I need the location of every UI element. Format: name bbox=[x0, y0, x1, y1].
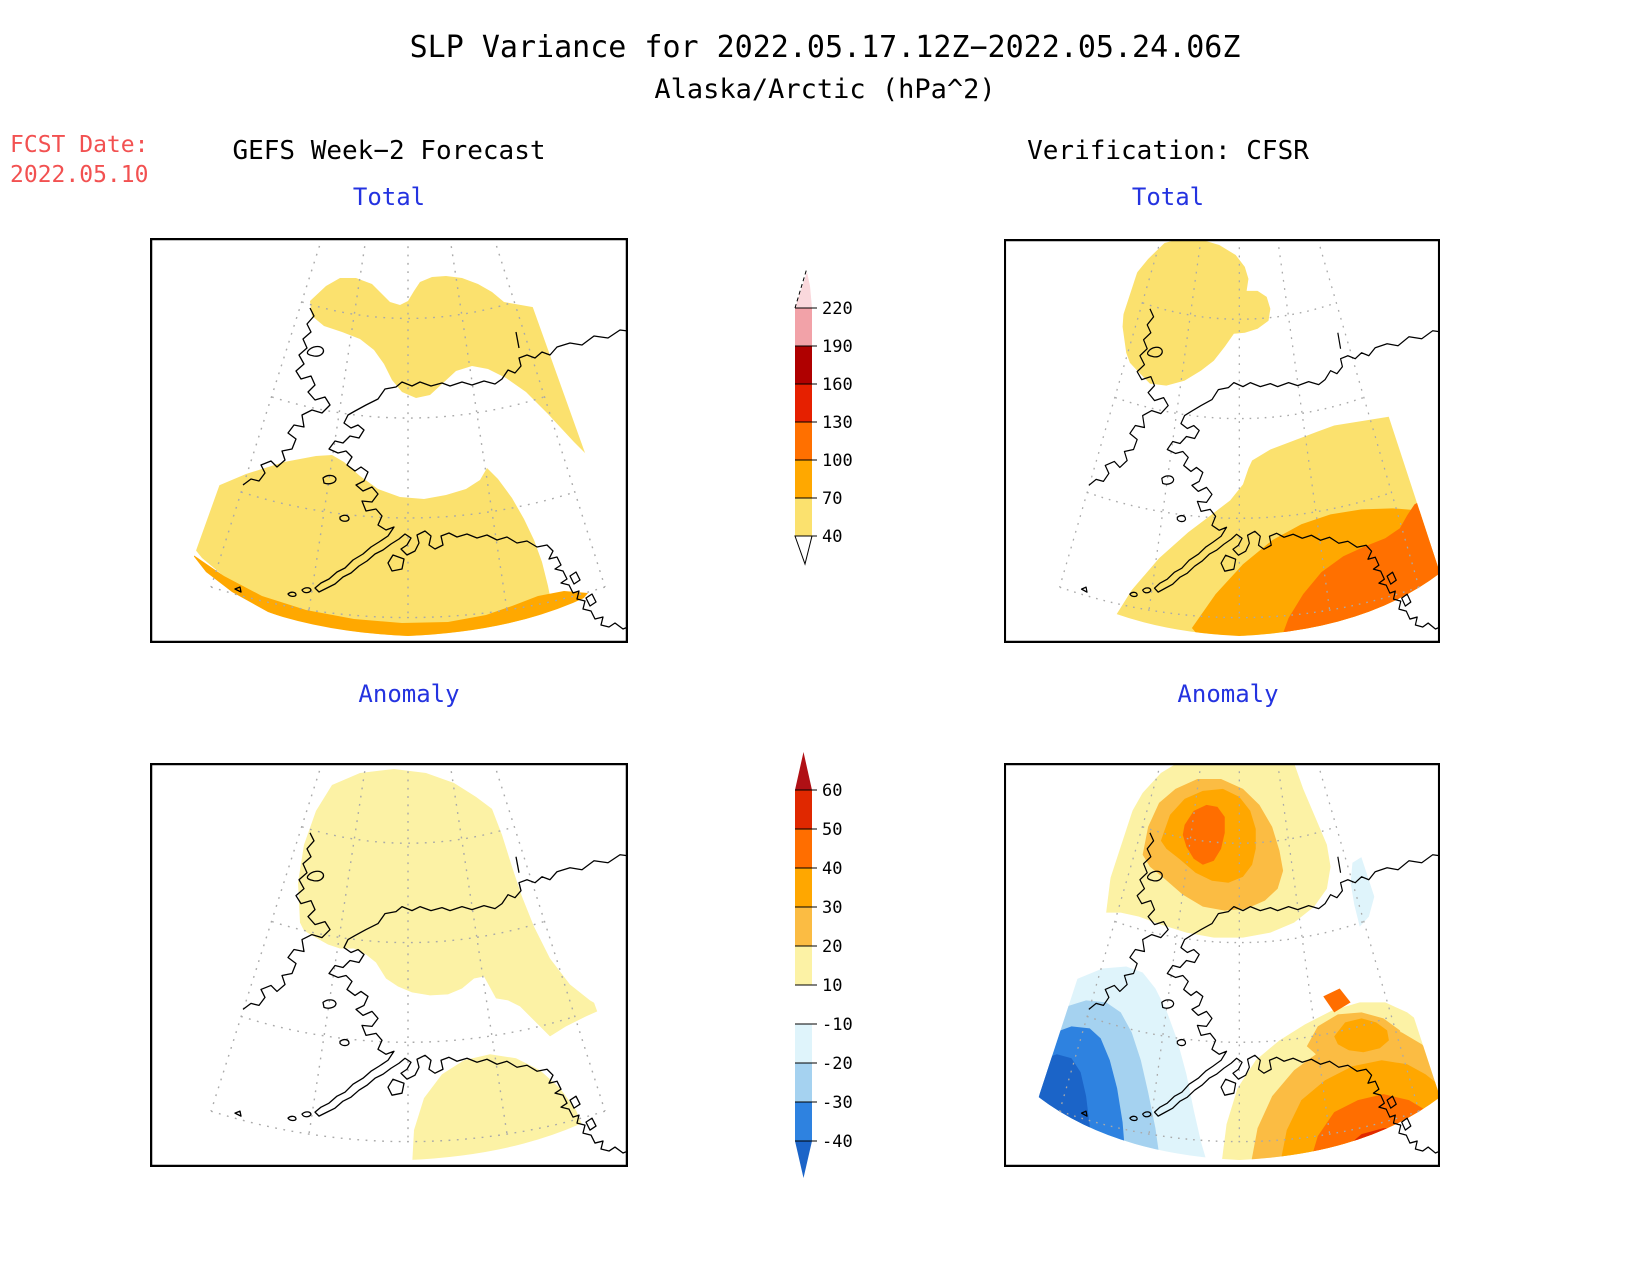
segment-p40-50 bbox=[795, 829, 812, 868]
contour-region-40-70-north-blob bbox=[1122, 239, 1271, 386]
contour-region-40-70-corner bbox=[1357, 239, 1408, 295]
panel-title-forecast-anomaly: Anomaly bbox=[358, 680, 460, 708]
tick-label: 30 bbox=[822, 898, 842, 918]
panel-title-verification-anomaly: Anomaly bbox=[1177, 680, 1279, 708]
tick-label: 10 bbox=[822, 976, 842, 996]
segment-neutral bbox=[795, 985, 812, 1024]
region-se-p60-core bbox=[1368, 1142, 1440, 1161]
segment-p20-30 bbox=[795, 907, 812, 946]
figure-subtitle: Alaska/Arctic (hPa^2) bbox=[654, 74, 996, 105]
segment-p10-20 bbox=[795, 946, 812, 985]
tick-label: 50 bbox=[822, 820, 842, 840]
tick-label: 220 bbox=[822, 299, 853, 319]
region-panhandle-p30-patch bbox=[1334, 1018, 1389, 1053]
tick-label: 70 bbox=[822, 489, 842, 509]
map-panel-forecast-anomaly bbox=[150, 763, 628, 1167]
map-panel-verification-anomaly bbox=[1004, 763, 1440, 1167]
column-header-forecast: GEFS Week−2 Forecast bbox=[232, 136, 546, 166]
region-nw-p40-core bbox=[1182, 804, 1225, 865]
forecast-date-block: FCST Date: 2022.05.10 bbox=[10, 130, 148, 190]
contour-fills bbox=[188, 276, 628, 636]
segment-n30-40 bbox=[795, 1102, 812, 1141]
panel-title-forecast-total: Total bbox=[352, 183, 426, 211]
map-frame bbox=[150, 238, 628, 643]
contour-fills bbox=[1107, 239, 1440, 637]
colorbar-down-arrow bbox=[795, 1141, 812, 1178]
tick-label: 40 bbox=[822, 859, 842, 879]
colorbar-below-min-wedge bbox=[794, 535, 813, 566]
segment-p50-60 bbox=[795, 790, 812, 829]
region-p40-diamond bbox=[1323, 988, 1351, 1013]
segment-p30-40 bbox=[795, 868, 812, 907]
colorbar-up-arrow bbox=[795, 752, 812, 790]
contour-region-40-70-south bbox=[188, 455, 552, 636]
contour-fills bbox=[298, 768, 604, 1161]
tick-label: 40 bbox=[822, 527, 842, 547]
tick-label: 20 bbox=[822, 937, 842, 957]
colorbar-total: 220 190 160 130 100 70 40 bbox=[780, 260, 870, 580]
tick-label: 160 bbox=[822, 375, 853, 395]
forecast-date-value: 2022.05.10 bbox=[10, 162, 149, 188]
tick-label: 60 bbox=[822, 781, 842, 801]
segment-190-220 bbox=[795, 308, 812, 346]
segment-160-190 bbox=[795, 346, 812, 384]
map-frame bbox=[150, 763, 628, 1167]
map-frame bbox=[1004, 239, 1440, 643]
contour-fills bbox=[1038, 763, 1440, 1161]
segment-n10-20 bbox=[795, 1024, 812, 1063]
panel-title-verification-total: Total bbox=[1131, 183, 1205, 211]
tick-label: -40 bbox=[822, 1132, 853, 1152]
colorbar-anomaly: 60 50 40 30 20 10 -10 -20 -30 -40 bbox=[780, 700, 870, 1200]
figure-title: SLP Variance for 2022.05.17.12Z−2022.05.… bbox=[409, 30, 1241, 65]
contour-region-p10-north bbox=[298, 768, 604, 1037]
tick-label: 100 bbox=[822, 451, 853, 471]
column-header-verification: Verification: CFSR bbox=[1027, 136, 1309, 166]
segment-40-70 bbox=[795, 498, 812, 536]
tick-label: -30 bbox=[822, 1093, 853, 1113]
tick-label: -10 bbox=[822, 1015, 853, 1035]
region-right-edge-n10-sliver bbox=[1350, 854, 1375, 927]
map-frame bbox=[1004, 763, 1440, 1167]
segment-130-160 bbox=[795, 384, 812, 422]
segment-n20-30 bbox=[795, 1063, 812, 1102]
tick-label: 190 bbox=[822, 337, 853, 357]
map-panel-forecast-total bbox=[150, 238, 628, 643]
segment-100-130 bbox=[795, 422, 812, 460]
segment-70-100 bbox=[795, 460, 812, 498]
tick-label: -20 bbox=[822, 1054, 853, 1074]
map-panel-verification-total bbox=[1004, 239, 1440, 643]
colorbar-above-max-wedge bbox=[795, 272, 812, 308]
forecast-date-label: FCST Date: bbox=[10, 132, 149, 158]
tick-label: 130 bbox=[822, 413, 853, 433]
